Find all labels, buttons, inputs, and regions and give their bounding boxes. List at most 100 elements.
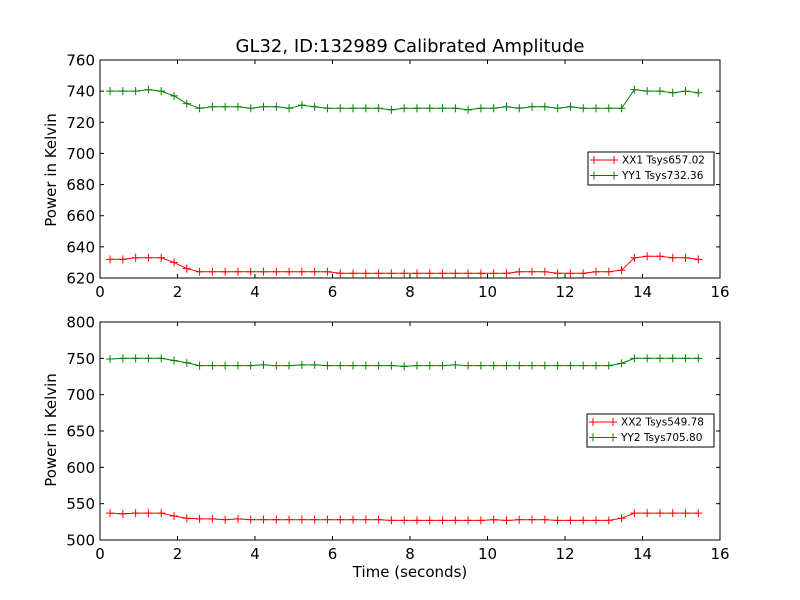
bottom-x-tick-label: 14: [633, 545, 652, 563]
top-series-yy1-point: [259, 102, 268, 111]
bottom-legend-yy2-marker: [589, 433, 617, 442]
bottom-y-tick-label: 500: [66, 532, 95, 550]
top-series-xx1-point: [297, 267, 306, 276]
top-series-yy1-point: [131, 87, 140, 96]
bottom-legend-yy2-label: YY2 Tsys705.80: [620, 432, 702, 444]
bottom-x-tick-label: 6: [328, 545, 338, 563]
bottom-series-xx2-point: [349, 515, 358, 524]
bottom-series-yy2-point: [272, 361, 281, 370]
bottom-series-yy2-point: [259, 360, 268, 369]
bottom-series-yy2-point: [604, 361, 613, 370]
bottom-series-xx2-point: [259, 515, 268, 524]
top-series-xx1-point: [489, 269, 498, 278]
top-x-tick-label: 8: [405, 283, 415, 301]
top-series-group: [106, 85, 703, 278]
top-series-xx1-point: [528, 267, 537, 276]
top-series-yy1-point: [400, 104, 409, 113]
bottom-series-xx2-point: [233, 514, 242, 523]
bottom-series-yy2-point: [540, 361, 549, 370]
top-series-yy1-point: [297, 101, 306, 110]
bottom-series-yy2-point: [106, 355, 115, 364]
bottom-legend-yy2-cross: [589, 433, 597, 442]
bottom-series-yy2-point: [643, 354, 652, 363]
bottom-series-yy2-point: [336, 361, 345, 370]
top-x-tick-label: 10: [478, 283, 497, 301]
bottom-series-xx2-point: [438, 516, 447, 525]
top-series-yy1-point: [681, 87, 690, 96]
top-x-tick-label: 0: [95, 283, 105, 301]
top-series-xx1-point: [566, 269, 575, 278]
bottom-series-yy2-point: [630, 354, 639, 363]
top-y-tick-label: 660: [66, 207, 95, 225]
top-series-yy1-point: [387, 105, 396, 114]
bottom-series-yy2-point: [195, 361, 204, 370]
bottom-x-tick-label: 16: [710, 545, 729, 563]
top-series-xx1-point: [681, 253, 690, 262]
bottom-series-xx2-point: [157, 509, 166, 518]
bottom-series-yy2-point: [400, 362, 409, 371]
bottom-series-yy2-point: [592, 361, 600, 370]
bottom-series-xx2-point: [412, 516, 421, 525]
bottom-series-xx2-point: [464, 516, 473, 525]
bottom-series-xx2-point: [106, 509, 115, 518]
bottom-series-xx2-point: [374, 515, 383, 524]
top-series-xx1-point: [361, 269, 370, 278]
bottom-series-xx2-point: [694, 509, 703, 518]
top-subplot: GL32, ID:132989 Calibrated Amplitude Pow…: [42, 36, 730, 301]
bottom-x-tick-label: 10: [478, 545, 497, 563]
top-series-yy1-point: [489, 104, 498, 113]
top-series-yy1-point: [451, 104, 460, 113]
bottom-series-xx2-point: [643, 509, 652, 518]
top-series-xx1-point: [170, 258, 179, 267]
bottom-series-yy2-point: [349, 361, 358, 370]
top-series-xx1-point: [655, 252, 664, 261]
bottom-legend-xx2-cross: [589, 418, 597, 426]
top-series-yy1-point: [310, 102, 319, 111]
top-series-xx1-point: [476, 269, 485, 278]
top-series-xx1-point: [118, 255, 127, 264]
bottom-series-yy2-point: [655, 354, 664, 363]
top-series-yy1-point: [617, 104, 626, 113]
bottom-series-xx2-point: [451, 516, 460, 525]
bottom-series-xx2-point: [681, 509, 690, 518]
top-x-tick-label: 14: [633, 283, 652, 301]
top-series-xx1-point: [387, 269, 396, 278]
bottom-series-xx2-point: [323, 515, 332, 524]
bottom-series-xx2-point: [195, 514, 204, 523]
bottom-series-yy2-point: [208, 361, 217, 370]
bottom-series-yy2-point: [118, 354, 127, 363]
top-plot-frame: [99, 59, 721, 279]
top-series-xx1-point: [464, 269, 473, 278]
top-series-yy1-point: [515, 104, 524, 113]
bottom-series-xx2-point: [118, 509, 127, 518]
top-series-xx1-point: [451, 269, 460, 278]
bottom-x-tick-label: 2: [173, 545, 183, 563]
top-series-yy1-point: [106, 87, 115, 96]
bottom-series-yy2-point: [182, 358, 191, 367]
bottom-series-yy2-point: [157, 354, 166, 363]
top-series-yy1-point: [349, 104, 358, 113]
top-series-xx1-point: [131, 253, 140, 262]
top-series-xx1-point: [694, 255, 703, 264]
top-series-xx1-point: [400, 269, 409, 278]
top-series-xx1-point: [157, 253, 166, 262]
top-series-yy1-point: [604, 104, 613, 113]
bottom-series-yy2-point: [502, 361, 511, 370]
bottom-x-tick-label: 0: [95, 545, 105, 563]
top-series-xx1-point: [592, 267, 600, 276]
top-series-xx1-point: [285, 267, 294, 276]
top-series-xx1-point: [630, 253, 639, 262]
top-series-yy1-point: [195, 104, 204, 113]
bottom-series-xx2-point: [604, 516, 613, 525]
top-legend-box: [587, 151, 715, 186]
bottom-series-yy2-point: [515, 361, 524, 370]
bottom-series-xx2-point: [272, 515, 281, 524]
top-axis-ticks: 0 2 4 6 8 10 12 14 16 620 640 660 680 700 720 740 760: [66, 52, 729, 302]
bottom-series-yy2-point: [387, 361, 396, 370]
top-series-yy1-point: [643, 87, 652, 96]
bottom-series-yy2-point: [681, 354, 690, 363]
bottom-y-tick-label: 700: [66, 386, 95, 404]
top-series-xx1-point: [374, 269, 383, 278]
bottom-series-group: [106, 354, 703, 525]
